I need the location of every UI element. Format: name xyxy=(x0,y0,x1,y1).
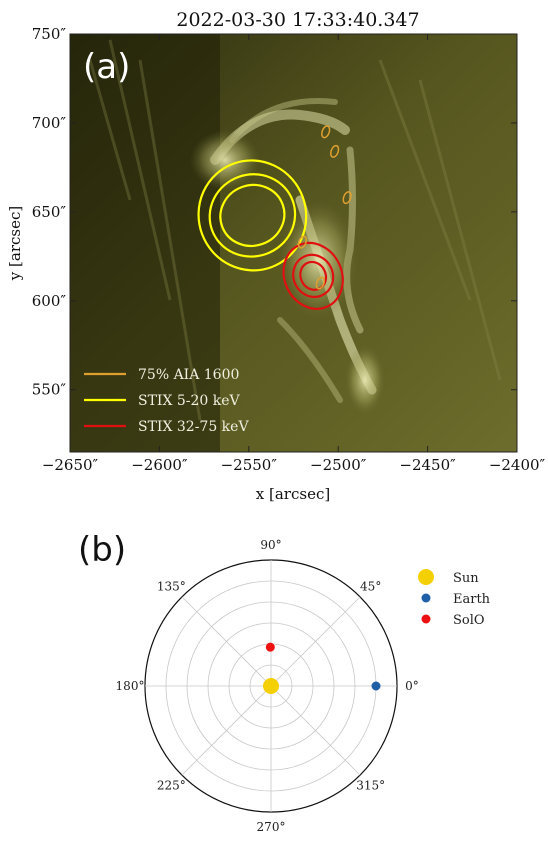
y-tick-label: 650″ xyxy=(32,203,67,221)
polar-angle-label: 315° xyxy=(356,779,385,793)
polar-angle-label: 45° xyxy=(360,579,381,593)
contour-stix-5-20-kev xyxy=(219,183,286,248)
legend-entry-label: 75% AIA 1600 xyxy=(138,367,239,383)
legend-entry-label: STIX 5-20 keV xyxy=(138,393,241,409)
panel-a-label: (a) xyxy=(83,47,130,87)
contour-stix-5-20-kev xyxy=(197,159,308,272)
y-tick-label: 700″ xyxy=(32,114,67,132)
panel-b-legend: Sun Earth SolO xyxy=(418,569,491,628)
y-tick-label: 550″ xyxy=(32,381,67,399)
aia-background-image xyxy=(70,34,517,452)
polar-angle-label: 225° xyxy=(157,779,186,793)
x-tick-label: −2650″ xyxy=(42,456,99,474)
x-tick-label: −2550″ xyxy=(221,456,278,474)
x-tick-label: −2400″ xyxy=(489,456,546,474)
y-axis-label: y [arcsec] xyxy=(6,206,24,281)
legend-marker-solo xyxy=(421,614,431,624)
legend-entry-label: STIX 32-75 keV xyxy=(138,419,249,435)
legend-marker-sun xyxy=(418,569,434,585)
contour-aia-1600 xyxy=(329,144,340,158)
panel-b-label: (b) xyxy=(78,530,126,570)
polar-grid-spoke xyxy=(181,596,272,687)
x-axis-label: x [arcsec] xyxy=(256,485,330,503)
panel-a-frame xyxy=(69,33,518,453)
polar-grid-spoke xyxy=(181,685,272,776)
polar-angle-label: 0° xyxy=(405,679,419,693)
polar-angle-label: 90° xyxy=(260,538,281,552)
polar-angle-label: 135° xyxy=(157,579,186,593)
contour-stix-32-75-kev xyxy=(292,253,335,299)
contour-aia-1600 xyxy=(342,191,352,205)
panel-a: 2022-03-30 17:33:40.347 (a) −2650″ −2600″… xyxy=(6,9,546,503)
legend-entry-label: SolO xyxy=(453,613,485,628)
legend-marker-earth xyxy=(421,593,431,603)
panel-b: (b) 0° 45° 90° 135° 180° 225° 270° 315° Sun Eart… xyxy=(78,530,491,834)
legend-entry-label: Sun xyxy=(453,571,479,586)
legend-entry-label: Earth xyxy=(453,592,491,607)
contour-aia-1600 xyxy=(321,125,331,139)
polar-angle-label: 180° xyxy=(116,679,145,693)
polar-point-sun xyxy=(263,678,279,694)
polar-grid-spoke xyxy=(270,685,361,776)
y-tick-label: 600″ xyxy=(32,292,67,310)
panel-a-legend: 75% AIA 1600 STIX 5-20 keV STIX 32-75 keV xyxy=(84,367,249,435)
polar-angle-label: 270° xyxy=(257,820,286,834)
x-tick-label: −2500″ xyxy=(310,456,367,474)
x-tick-label: −2450″ xyxy=(399,456,456,474)
panel-a-title: 2022-03-30 17:33:40.347 xyxy=(176,9,419,31)
polar-grid-spoke xyxy=(270,596,361,687)
y-tick-label: 750″ xyxy=(32,25,67,43)
contour-stix-5-20-kev xyxy=(208,173,297,258)
contour-aia-1600 xyxy=(297,235,308,249)
contour-aia-1600 xyxy=(315,276,325,290)
x-tick-label: −2600″ xyxy=(131,456,188,474)
polar-point-solo xyxy=(265,642,275,652)
polar-point-earth xyxy=(371,681,381,691)
